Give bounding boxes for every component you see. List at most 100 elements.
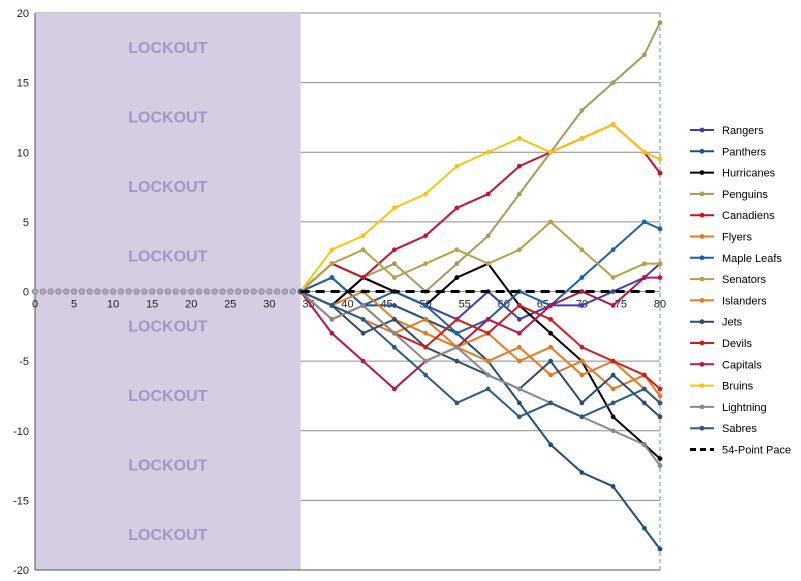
lockout-point bbox=[203, 288, 211, 295]
data-point bbox=[391, 261, 397, 267]
legend-label: Hurricanes bbox=[722, 168, 776, 180]
data-point bbox=[657, 463, 663, 468]
x-tick-label: 5 bbox=[71, 299, 77, 311]
lockout-point bbox=[227, 288, 234, 295]
y-tick-label: 20 bbox=[17, 8, 29, 20]
lockout-point bbox=[125, 288, 132, 295]
data-point bbox=[454, 205, 460, 211]
series-line bbox=[300, 276, 661, 550]
x-tick-label: 75 bbox=[615, 299, 627, 311]
lockout-point bbox=[164, 288, 171, 295]
lockout-point bbox=[47, 288, 54, 295]
data-point bbox=[485, 316, 491, 322]
data-point bbox=[610, 358, 616, 364]
legend-marker bbox=[699, 234, 705, 239]
lockout-point bbox=[149, 288, 156, 295]
data-point bbox=[423, 344, 429, 350]
data-point bbox=[360, 275, 366, 280]
data-point bbox=[516, 163, 522, 169]
lockout-point bbox=[234, 288, 242, 295]
legend-label: Devils bbox=[722, 338, 752, 350]
series-line bbox=[299, 290, 661, 467]
lockout-label: LOCKOUT bbox=[128, 458, 207, 475]
legend-marker bbox=[699, 170, 705, 176]
lockout-point bbox=[242, 288, 250, 295]
legend-marker bbox=[699, 361, 705, 367]
lockout-label: LOCKOUT bbox=[128, 388, 207, 405]
x-tick-label: 25 bbox=[224, 299, 236, 311]
legend-marker bbox=[699, 340, 705, 346]
data-point bbox=[579, 470, 585, 475]
lockout-point bbox=[31, 288, 39, 295]
data-point bbox=[485, 261, 491, 267]
data-point bbox=[516, 358, 522, 364]
data-point bbox=[548, 358, 554, 364]
lockout-point bbox=[188, 288, 195, 295]
data-point bbox=[610, 372, 616, 378]
data-point bbox=[548, 316, 554, 322]
data-point bbox=[454, 275, 460, 280]
series-line bbox=[299, 22, 661, 293]
data-point bbox=[657, 170, 663, 176]
data-point bbox=[610, 122, 616, 127]
lockout-point bbox=[133, 288, 140, 295]
legend-label: Panthers bbox=[722, 146, 767, 158]
data-point bbox=[641, 261, 647, 267]
data-point bbox=[454, 316, 460, 322]
data-point bbox=[610, 386, 616, 392]
legend-marker bbox=[699, 404, 705, 410]
data-point bbox=[454, 247, 460, 253]
data-point bbox=[579, 289, 585, 294]
legend-marker bbox=[699, 255, 705, 261]
data-point bbox=[579, 135, 585, 141]
lockout-point bbox=[86, 288, 93, 295]
lockout-point bbox=[211, 288, 218, 295]
data-point bbox=[641, 219, 647, 225]
data-point bbox=[579, 344, 585, 350]
lockout-label: LOCKOUT bbox=[128, 40, 207, 57]
data-point bbox=[548, 400, 554, 406]
lockout-point bbox=[156, 288, 164, 295]
legend-label: Bruins bbox=[722, 381, 754, 393]
y-tick-label: -5 bbox=[19, 356, 29, 368]
data-point bbox=[423, 191, 429, 197]
y-tick-label: -15 bbox=[13, 495, 29, 507]
data-point bbox=[610, 275, 616, 280]
data-point bbox=[657, 226, 663, 232]
data-point bbox=[454, 400, 460, 406]
x-tick-label: 30 bbox=[263, 299, 275, 311]
data-point bbox=[516, 386, 522, 392]
data-point bbox=[610, 289, 616, 294]
legend-label: Islanders bbox=[722, 295, 767, 307]
data-point bbox=[391, 205, 397, 211]
data-point bbox=[579, 303, 585, 308]
data-point bbox=[516, 135, 522, 141]
data-point bbox=[548, 372, 554, 378]
data-point bbox=[610, 428, 616, 434]
data-point bbox=[329, 316, 335, 322]
lockout-point bbox=[70, 288, 78, 295]
legend-marker bbox=[699, 127, 705, 133]
y-tick-label: -10 bbox=[13, 426, 29, 438]
lockout-label: LOCKOUT bbox=[128, 318, 207, 335]
legend-marker bbox=[699, 148, 705, 154]
data-point bbox=[485, 191, 491, 197]
x-tick-label: 55 bbox=[459, 299, 471, 311]
y-tick-label: 0 bbox=[23, 287, 29, 299]
data-point bbox=[657, 414, 663, 420]
data-point bbox=[516, 330, 522, 336]
data-point bbox=[657, 546, 663, 552]
data-point bbox=[657, 156, 663, 162]
lockout-point bbox=[250, 288, 257, 295]
data-point bbox=[657, 20, 663, 26]
series-line bbox=[299, 290, 661, 390]
data-point bbox=[641, 372, 647, 378]
lockout-point bbox=[94, 288, 101, 295]
data-point bbox=[454, 344, 460, 350]
lockout-point bbox=[274, 288, 281, 295]
legend-label: Capitals bbox=[722, 359, 762, 371]
data-point bbox=[579, 372, 585, 378]
data-point bbox=[391, 303, 397, 308]
data-point bbox=[610, 414, 616, 420]
data-point bbox=[516, 247, 522, 253]
